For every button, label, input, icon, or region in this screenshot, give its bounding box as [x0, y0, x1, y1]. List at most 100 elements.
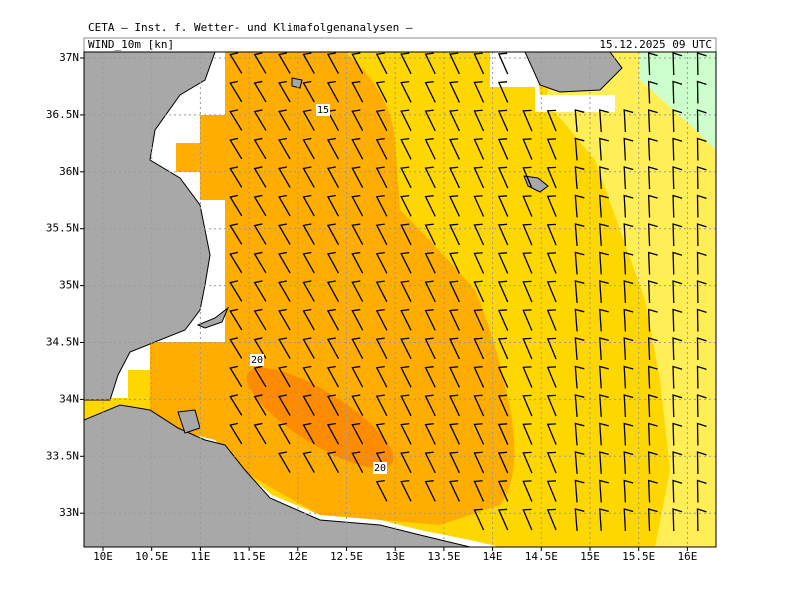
wind-barb	[546, 195, 557, 217]
land-pantelleria	[291, 77, 303, 89]
wind-barb	[672, 451, 683, 475]
wind-barb	[647, 194, 658, 218]
wind-barb	[696, 166, 707, 190]
wind-barb	[497, 195, 509, 217]
wind-barb	[302, 337, 315, 359]
wind-barb	[278, 137, 291, 160]
wind-barb	[623, 479, 634, 503]
wind-barb	[574, 451, 585, 475]
land-libya	[84, 404, 471, 547]
lat-label: 35N	[59, 279, 79, 292]
wind-barb	[497, 309, 509, 331]
wind-barb	[647, 508, 658, 532]
wind-barb	[696, 52, 707, 76]
wind-barb	[599, 337, 609, 361]
map-frame	[83, 51, 717, 548]
wind-barb	[424, 394, 436, 417]
wind-barb	[647, 137, 658, 161]
wind-barb	[522, 423, 533, 445]
header-institute: CETA – Inst. f. Wetter- und Klimafolgena…	[88, 21, 413, 34]
wind-barb	[599, 223, 609, 247]
wind-barb	[473, 223, 485, 246]
wind-barb	[375, 223, 388, 246]
wind-barb	[522, 223, 533, 246]
wind-barb	[326, 280, 340, 302]
wind-barb	[647, 394, 658, 418]
wind-barb	[424, 195, 436, 217]
wind-barb	[229, 365, 243, 388]
wind-barb	[400, 365, 412, 388]
wind-barb	[302, 251, 315, 274]
wind-barb	[522, 451, 533, 474]
wind-barb	[351, 194, 364, 217]
wind-barb	[546, 138, 557, 160]
wind-barb	[546, 280, 557, 303]
wind-barb	[351, 394, 364, 417]
wind-barb	[623, 223, 634, 247]
wind-barb	[375, 166, 388, 189]
wind-barb	[424, 138, 436, 160]
wind-barb	[522, 109, 533, 132]
wind-barb	[473, 451, 485, 474]
wind-barb	[546, 423, 557, 445]
wind-barb	[375, 194, 388, 217]
wind-barb	[253, 137, 267, 160]
wind-barb	[672, 52, 683, 76]
wind-barb	[574, 223, 585, 247]
wind-barb	[351, 365, 364, 388]
wind-barb	[351, 308, 364, 331]
wind-barb	[326, 451, 340, 473]
wind-barb	[623, 308, 634, 332]
wind-barb	[351, 223, 364, 246]
wind-barb	[647, 251, 658, 275]
wind-barb	[574, 508, 585, 532]
wind-barb	[375, 394, 388, 417]
wind-barb	[326, 52, 340, 74]
wind-barb	[424, 337, 436, 360]
wind-barb	[696, 394, 707, 418]
wind-barb	[696, 337, 707, 361]
wind-barb	[599, 308, 609, 332]
wind-barb	[253, 251, 267, 274]
wind-barb	[647, 280, 658, 304]
wind-barb	[351, 137, 364, 160]
wind-barb	[696, 308, 707, 332]
wind-barb	[278, 451, 291, 473]
wind-barb	[599, 451, 609, 475]
wind-barb	[522, 508, 533, 531]
lon-label: 14.5E	[525, 550, 558, 563]
wind-barb	[449, 366, 460, 388]
wind-barb	[449, 109, 460, 132]
wind-barb	[424, 451, 436, 474]
wind-barb	[278, 337, 291, 359]
wind-barb	[351, 52, 364, 75]
wind-barb	[351, 251, 364, 274]
wind-barb	[672, 137, 683, 161]
wind-barb	[623, 394, 634, 418]
wind-barb	[473, 394, 485, 417]
wind-barb	[546, 309, 557, 331]
wind-barb	[400, 337, 412, 360]
wind-barb	[229, 137, 243, 160]
wind-barb	[302, 137, 315, 160]
lon-label: 15.5E	[622, 550, 655, 563]
lon-label: 15E	[580, 550, 600, 563]
wind-barb	[449, 223, 460, 246]
wind-barb	[599, 280, 609, 304]
wind-barb	[473, 309, 485, 331]
wind-barb	[375, 422, 388, 445]
wind-barb	[672, 394, 683, 418]
wind-barb	[326, 166, 340, 188]
wind-barb	[229, 337, 243, 359]
wind-barb	[623, 422, 634, 446]
lat-label: 33.5N	[46, 449, 79, 462]
wind-barb	[253, 337, 267, 359]
wind-barb	[449, 423, 460, 445]
wind-barb	[351, 280, 364, 303]
wind-barb	[400, 308, 412, 331]
wind-barb	[672, 422, 683, 446]
land-sicily	[524, 52, 623, 93]
lat-label: 33N	[59, 506, 79, 519]
wind-barb	[497, 280, 509, 303]
wind-barb	[522, 280, 533, 303]
